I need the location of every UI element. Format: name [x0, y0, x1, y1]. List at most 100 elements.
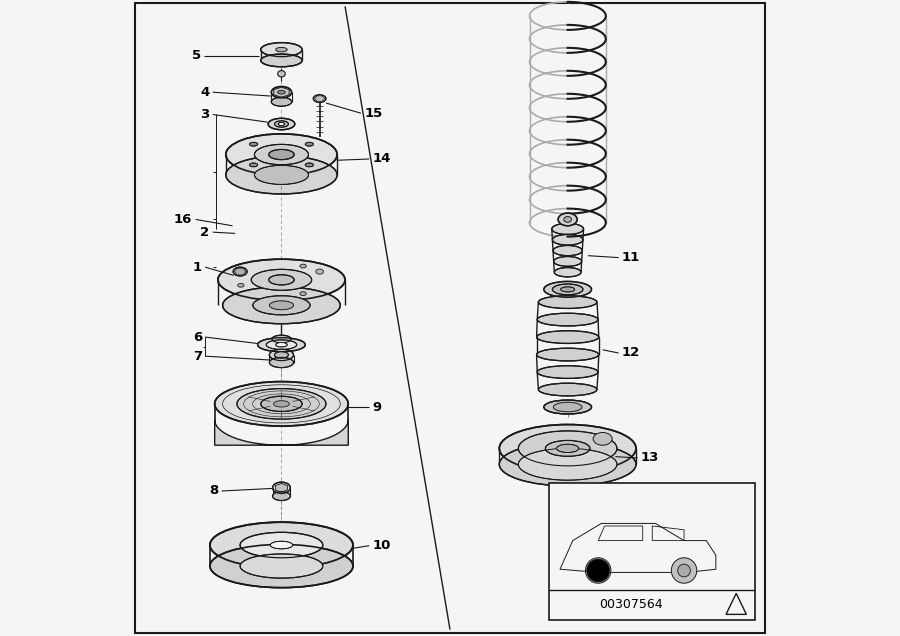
Ellipse shape — [554, 268, 581, 277]
Ellipse shape — [274, 352, 289, 358]
Ellipse shape — [249, 142, 257, 146]
Ellipse shape — [316, 269, 323, 274]
Ellipse shape — [300, 292, 306, 296]
Ellipse shape — [518, 431, 617, 466]
Bar — [549, 483, 755, 620]
Ellipse shape — [275, 47, 287, 52]
Ellipse shape — [269, 349, 293, 361]
Ellipse shape — [249, 163, 257, 167]
Ellipse shape — [553, 284, 583, 295]
Ellipse shape — [538, 383, 597, 396]
Circle shape — [587, 559, 609, 582]
Circle shape — [678, 564, 690, 577]
Ellipse shape — [536, 331, 598, 343]
Ellipse shape — [269, 275, 294, 285]
Ellipse shape — [269, 357, 293, 368]
Text: 4: 4 — [201, 86, 210, 99]
Ellipse shape — [544, 400, 591, 414]
Ellipse shape — [553, 235, 583, 245]
Ellipse shape — [556, 445, 579, 453]
Ellipse shape — [253, 296, 310, 315]
Ellipse shape — [226, 156, 338, 194]
Ellipse shape — [237, 389, 326, 419]
Ellipse shape — [271, 97, 292, 106]
Ellipse shape — [240, 532, 323, 558]
Ellipse shape — [536, 348, 598, 361]
Polygon shape — [275, 483, 287, 492]
Ellipse shape — [554, 403, 582, 412]
Ellipse shape — [278, 122, 284, 125]
Circle shape — [586, 558, 611, 583]
Ellipse shape — [240, 554, 323, 578]
Ellipse shape — [261, 54, 302, 67]
Ellipse shape — [277, 71, 285, 77]
Ellipse shape — [538, 296, 597, 308]
Ellipse shape — [277, 90, 285, 94]
Ellipse shape — [563, 216, 572, 222]
Text: 16: 16 — [174, 213, 193, 226]
Text: 12: 12 — [622, 347, 640, 359]
Circle shape — [671, 558, 697, 583]
Polygon shape — [234, 268, 246, 275]
Ellipse shape — [305, 142, 313, 146]
Text: 13: 13 — [641, 452, 659, 464]
Ellipse shape — [269, 301, 293, 310]
Text: 5: 5 — [192, 50, 201, 62]
Ellipse shape — [300, 264, 306, 268]
Ellipse shape — [274, 121, 289, 127]
Text: 2: 2 — [201, 226, 210, 238]
Ellipse shape — [238, 284, 244, 287]
Text: 3: 3 — [201, 108, 210, 121]
Text: 6: 6 — [193, 331, 202, 343]
Polygon shape — [726, 593, 746, 614]
Ellipse shape — [271, 86, 292, 98]
Ellipse shape — [544, 281, 591, 297]
Text: 00307564: 00307564 — [599, 598, 663, 611]
Ellipse shape — [210, 522, 353, 568]
Ellipse shape — [537, 366, 598, 378]
Ellipse shape — [552, 223, 583, 235]
Ellipse shape — [268, 118, 295, 130]
Ellipse shape — [593, 432, 612, 445]
Text: 9: 9 — [373, 401, 382, 413]
Ellipse shape — [261, 396, 302, 411]
Ellipse shape — [500, 425, 636, 472]
Ellipse shape — [518, 448, 617, 480]
Ellipse shape — [261, 43, 302, 57]
Text: 10: 10 — [373, 539, 391, 552]
Ellipse shape — [210, 544, 353, 588]
Ellipse shape — [273, 492, 291, 501]
Ellipse shape — [270, 541, 292, 549]
Ellipse shape — [305, 163, 313, 167]
Ellipse shape — [558, 213, 577, 226]
Polygon shape — [314, 96, 325, 101]
Ellipse shape — [313, 95, 326, 102]
Ellipse shape — [272, 335, 291, 343]
Ellipse shape — [537, 313, 598, 326]
Ellipse shape — [226, 134, 338, 175]
Ellipse shape — [500, 443, 636, 486]
Circle shape — [592, 564, 605, 577]
Ellipse shape — [274, 401, 290, 407]
Ellipse shape — [545, 441, 590, 457]
Ellipse shape — [553, 245, 582, 256]
Ellipse shape — [269, 149, 294, 160]
Ellipse shape — [554, 256, 581, 266]
Ellipse shape — [275, 342, 287, 347]
Ellipse shape — [255, 144, 309, 165]
Ellipse shape — [218, 259, 345, 300]
Ellipse shape — [233, 267, 248, 276]
Ellipse shape — [561, 287, 575, 292]
Polygon shape — [215, 420, 348, 445]
Ellipse shape — [273, 482, 291, 494]
Polygon shape — [274, 87, 289, 97]
Ellipse shape — [215, 382, 348, 426]
Ellipse shape — [255, 165, 309, 184]
Text: 8: 8 — [209, 485, 219, 497]
Ellipse shape — [222, 287, 340, 324]
Ellipse shape — [266, 340, 297, 349]
Ellipse shape — [251, 270, 311, 290]
Text: 14: 14 — [373, 153, 391, 165]
Text: 11: 11 — [622, 251, 640, 264]
Text: 7: 7 — [193, 350, 202, 363]
